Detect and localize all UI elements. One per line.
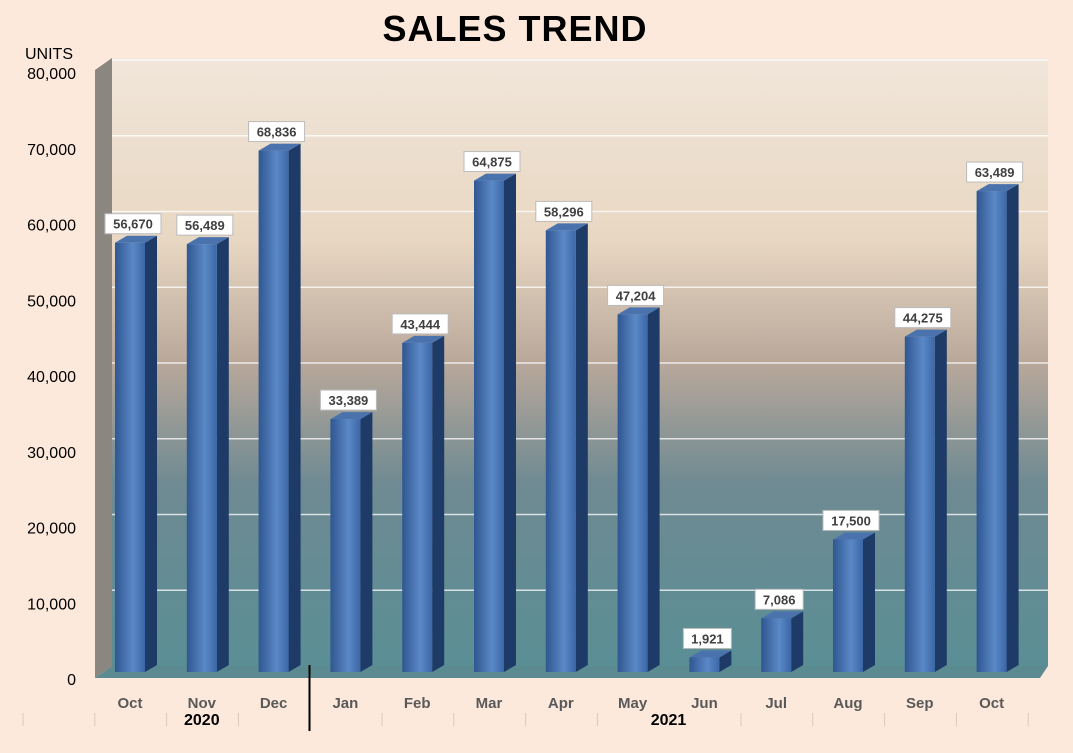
bar-side	[360, 412, 373, 672]
data-label: 33,389	[329, 393, 369, 408]
y-tick-label: 60,000	[27, 218, 76, 235]
x-tick-label: Jun	[691, 695, 718, 712]
data-label-box	[463, 151, 521, 173]
data-label: 43,444	[400, 317, 441, 332]
x-tick-label: Apr	[548, 695, 574, 712]
x-tick-label: Mar	[476, 695, 503, 712]
bar-top	[689, 650, 732, 658]
data-label: 17,500	[831, 513, 871, 528]
x-tick-label: Oct	[117, 695, 142, 712]
bar-top	[545, 223, 588, 231]
data-label: 47,204	[616, 288, 657, 303]
bar	[617, 314, 648, 672]
y-tick-label: 20,000	[27, 521, 76, 538]
x-tick-label: Nov	[188, 695, 217, 712]
x-tick-label: Feb	[404, 695, 431, 712]
bar	[330, 419, 361, 672]
bar-top	[904, 329, 947, 337]
bar-top	[115, 235, 157, 243]
chart-title: SALES TREND	[382, 8, 648, 49]
group-label: 2020	[184, 712, 220, 729]
bar-side	[575, 223, 588, 672]
bar	[186, 244, 217, 672]
group-label: 2021	[651, 712, 687, 729]
x-tick-label: Jan	[332, 695, 358, 712]
data-label-box	[104, 213, 162, 235]
data-label-box	[754, 588, 804, 610]
data-label: 44,275	[903, 311, 943, 326]
bar-side	[647, 307, 660, 672]
bar-side	[145, 235, 157, 673]
data-label-box	[607, 284, 665, 306]
bar-side	[863, 532, 875, 672]
x-tick-label: Aug	[833, 695, 862, 712]
data-label: 56,489	[185, 218, 225, 233]
y-tick-label: 30,000	[27, 445, 76, 462]
bar-side	[504, 173, 516, 672]
data-label: 68,836	[257, 125, 297, 140]
bar-top	[186, 237, 229, 245]
y-tick-label: 70,000	[27, 142, 76, 159]
bar-top	[976, 184, 1019, 192]
bar	[833, 539, 863, 672]
x-tick-label: Jul	[765, 695, 787, 712]
data-label: 63,489	[975, 165, 1015, 180]
data-label: 56,670	[113, 217, 153, 232]
data-label: 7,086	[763, 592, 796, 607]
bar	[976, 191, 1007, 672]
bar	[904, 336, 935, 672]
data-label-box	[176, 214, 234, 236]
y-tick-label: 10,000	[27, 596, 76, 613]
data-label-box	[822, 509, 880, 531]
x-tick-label: Sep	[906, 695, 934, 712]
x-tick-label: Oct	[979, 695, 1004, 712]
bar-top	[833, 532, 875, 540]
bar	[115, 242, 145, 673]
y-tick-label: 40,000	[27, 369, 76, 386]
data-label: 1,921	[691, 631, 724, 646]
bar	[545, 230, 576, 672]
data-label: 64,875	[472, 155, 512, 170]
bar	[689, 657, 720, 672]
data-label-box	[682, 627, 732, 649]
y-tick-label: 0	[67, 672, 76, 689]
bar-side	[719, 650, 732, 672]
data-label-box	[894, 307, 952, 329]
y-tick-label: 50,000	[27, 293, 76, 310]
bar-top	[474, 173, 516, 181]
data-label-box	[319, 389, 377, 411]
bar-side	[1006, 184, 1019, 672]
y-tick-label: 80,000	[27, 66, 76, 83]
bar	[474, 180, 504, 672]
bar-top	[761, 611, 804, 619]
bar	[761, 618, 792, 672]
x-tick-label: May	[618, 695, 648, 712]
bar-side	[216, 237, 229, 672]
data-label-box	[966, 161, 1024, 183]
x-tick-label: Dec	[260, 695, 288, 712]
data-label-box	[391, 313, 449, 335]
data-label-box	[248, 121, 306, 143]
data-label: 58,296	[544, 204, 584, 219]
data-label-box	[535, 200, 593, 222]
bar-side	[934, 329, 947, 672]
bar-side	[432, 335, 445, 672]
side-wall	[95, 58, 112, 678]
bar-top	[617, 307, 660, 315]
bar-top	[330, 412, 373, 420]
bar-top	[258, 143, 301, 151]
y-axis-label: UNITS	[25, 46, 73, 63]
bar-side	[288, 143, 301, 672]
bar	[258, 150, 289, 672]
bar-top	[402, 335, 445, 343]
bar-side	[791, 611, 804, 672]
bar	[402, 342, 433, 672]
